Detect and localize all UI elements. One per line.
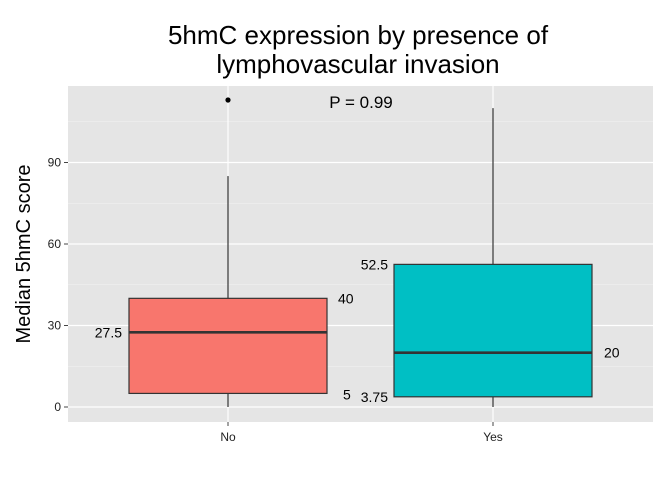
label-no-q1: 5: [343, 386, 351, 402]
label-yes-median: 20: [604, 345, 620, 361]
y-tick-label: 30: [48, 319, 62, 333]
chart-title-line-1: 5hmC expression by presence of: [168, 20, 549, 50]
p-value-annotation: P = 0.99: [329, 93, 393, 112]
boxplots: 27.5 40 5 52.5 20 3.75: [95, 97, 620, 407]
y-axis-label: Median 5hmC score: [13, 165, 35, 344]
y-tick-label: 0: [54, 400, 61, 414]
box-no: [128, 297, 328, 395]
x-tick-label: No: [220, 430, 236, 444]
chart-title-line-2: lymphovascular invasion: [216, 49, 499, 79]
outlier-point: [225, 97, 231, 103]
y-tick-label: 60: [48, 237, 62, 251]
label-yes-q1: 3.75: [361, 389, 388, 405]
y-tick-label: 90: [48, 156, 62, 170]
label-no-q3: 40: [338, 290, 354, 306]
x-axis-ticks: No Yes: [220, 422, 503, 444]
label-no-median: 27.5: [95, 324, 122, 340]
y-axis-ticks: 0 30 60 90: [48, 156, 68, 414]
x-tick-label: Yes: [483, 430, 503, 444]
label-yes-q3: 52.5: [361, 256, 388, 272]
box-yes: [393, 263, 593, 398]
